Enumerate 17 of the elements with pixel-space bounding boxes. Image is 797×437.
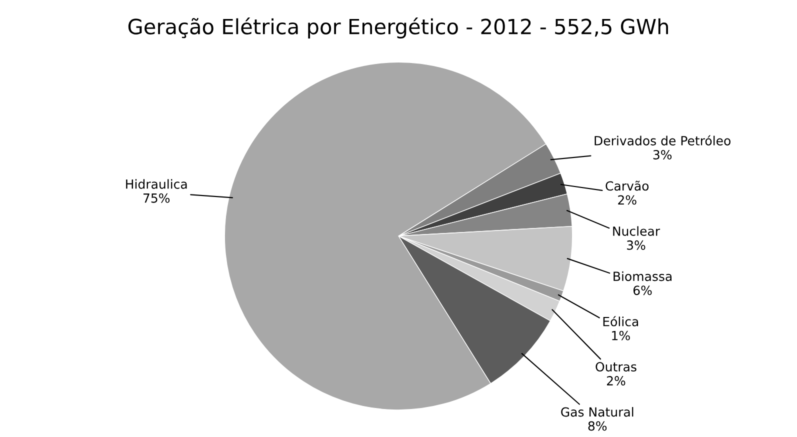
data-label: 2% [606, 376, 626, 386]
slice-label: Carvão [606, 180, 649, 191]
slice-label: Outras [596, 362, 636, 372]
data-label: 75% [143, 193, 170, 203]
chart-title: Geração Elétrica por Energético - 2012 - 552,5 GWh [128, 17, 668, 38]
data-label: 1% [612, 330, 630, 340]
slice-label: Hidraulica [126, 179, 187, 189]
data-label: 2% [618, 195, 636, 205]
slice-label: Gas Natural [561, 407, 634, 417]
slice-label: Eólica [603, 316, 638, 326]
slice-label: Nuclear [613, 226, 660, 236]
data-label: 6% [633, 286, 652, 296]
data-label: 3% [627, 240, 646, 250]
slice-label: Biomassa [614, 271, 672, 282]
slice-label: Derivados de Petróleo [594, 135, 730, 146]
data-label: 8% [588, 421, 607, 431]
data-label: 3% [653, 150, 672, 160]
